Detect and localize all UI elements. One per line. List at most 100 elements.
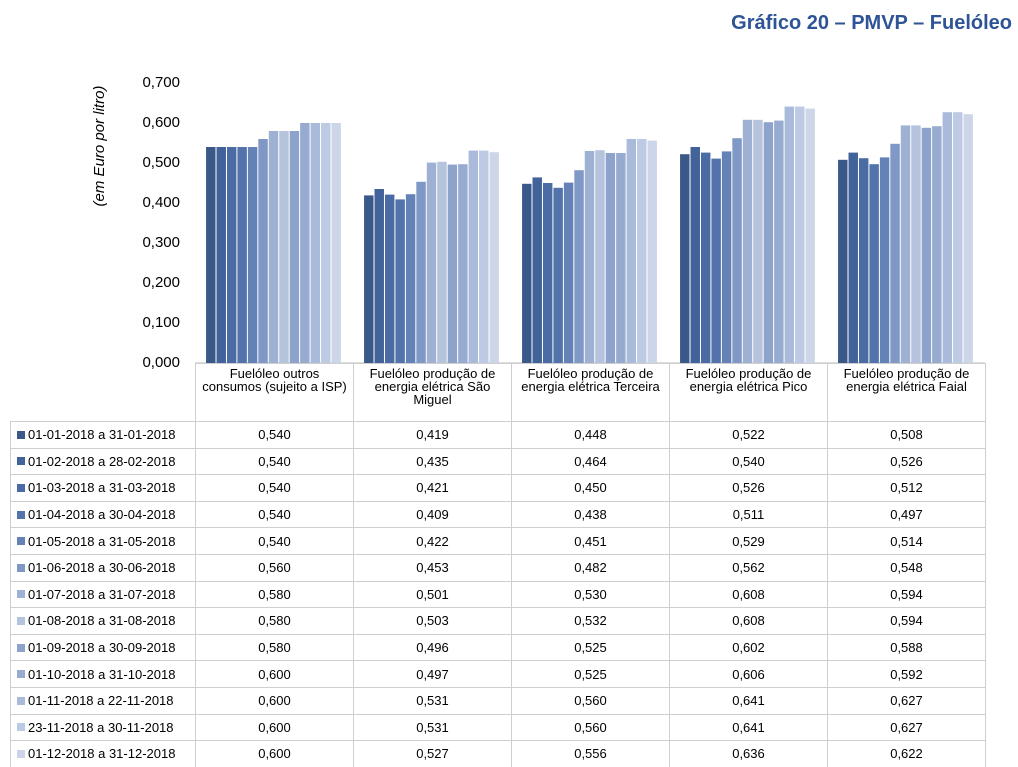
table-cell: 0,540 [669,447,828,476]
bar [364,195,374,363]
bar [879,157,890,363]
bar [942,112,953,363]
bar [869,164,879,363]
legend-swatch [17,696,25,705]
table-cell: 0,556 [511,740,670,767]
table-cell: 0,580 [195,580,354,609]
table-cell: 0,560 [511,713,670,742]
legend-entry: 01-05-2018 a 31-05-2018 [10,527,196,555]
table-cell: 0,540 [195,500,354,529]
legend-swatch [17,749,25,758]
table-cell: 0,508 [827,421,986,449]
table-cell: 0,627 [827,713,986,742]
table-cell: 0,451 [511,527,670,555]
table-cell: 0,588 [827,633,986,662]
table-header: Fuelóleo produção de energia elétrica Te… [511,363,670,422]
legend-entry: 01-09-2018 a 30-09-2018 [10,633,196,662]
legend-swatch [17,430,25,439]
table-cell: 0,608 [669,607,828,635]
table-header: Fuelóleo produção de energia elétrica Fa… [827,363,986,422]
legend-entry: 01-06-2018 a 30-06-2018 [10,554,196,582]
table-cell: 0,512 [827,474,986,502]
bar [258,139,268,363]
legend-label: 01-06-2018 a 30-06-2018 [28,560,176,576]
table-cell: 0,419 [353,421,512,449]
table-cell: 0,540 [195,527,354,555]
legend-label: 01-03-2018 a 31-03-2018 [28,480,176,496]
bar [932,126,942,363]
bar [289,131,300,363]
legend-swatch [17,510,25,519]
bar [848,152,858,363]
table-cell: 0,622 [827,740,986,767]
bar [680,154,690,363]
bar [574,170,584,363]
table-cell: 0,514 [827,527,986,555]
legend-entry: 01-07-2018 a 31-07-2018 [10,580,196,609]
bar [489,152,499,363]
bar [237,147,247,363]
table-cell: 0,503 [353,607,512,635]
bar [805,108,815,363]
bar [584,151,595,363]
legend-swatch [17,537,25,546]
table-cell: 0,526 [827,447,986,476]
table-cell: 0,540 [195,447,354,476]
bar [900,125,911,364]
bar [774,120,784,363]
bar [279,131,289,363]
table-cell: 0,594 [827,580,986,609]
table-cell: 0,497 [353,660,512,688]
table-cell: 0,531 [353,713,512,742]
y-tick-label: 0,500 [142,154,180,171]
bar [953,112,963,363]
legend-swatch [17,616,25,625]
table-cell: 0,580 [195,607,354,635]
legend-label: 01-01-2018 a 31-01-2018 [28,427,176,443]
bar [458,164,468,363]
y-tick-label: 0,200 [142,274,180,291]
legend-swatch [17,670,25,679]
legend-label: 23-11-2018 a 30-11-2018 [28,719,174,735]
y-tick-label: 0,700 [142,74,180,91]
legend-swatch [17,563,25,572]
bar [426,162,437,363]
table-cell: 0,600 [195,687,354,715]
legend-swatch [17,643,25,652]
table-cell: 0,627 [827,687,986,715]
bar [479,150,489,363]
bar [890,143,900,363]
table-cell: 0,409 [353,500,512,529]
legend-swatch [17,457,25,466]
bar [690,147,700,363]
bar [553,187,563,363]
bar [911,125,921,364]
legend-label: 01-02-2018 a 28-02-2018 [28,453,176,469]
table-cell: 0,530 [511,580,670,609]
table-cell: 0,562 [669,554,828,582]
bar [226,147,237,363]
bar [532,177,542,363]
bar [742,119,753,363]
table-cell: 0,641 [669,713,828,742]
legend-label: 01-11-2018 a 22-11-2018 [28,693,174,709]
table-cell: 0,501 [353,580,512,609]
legend-label: 01-04-2018 a 30-04-2018 [28,507,176,523]
bar [711,158,721,363]
bar [310,123,321,363]
table-cell: 0,527 [353,740,512,767]
legend-entry: 01-04-2018 a 30-04-2018 [10,500,196,529]
legend-swatch [17,483,25,492]
bar [468,150,479,363]
legend-entry: 01-03-2018 a 31-03-2018 [10,474,196,502]
table-cell: 0,606 [669,660,828,688]
y-tick-label: 0,000 [142,354,180,371]
bar [795,106,805,363]
bar [374,189,384,363]
bar [268,131,279,363]
bar [216,147,226,363]
bar [405,194,416,363]
legend-label: 01-08-2018 a 31-08-2018 [28,613,176,629]
bar [637,139,647,363]
table-cell: 0,531 [353,687,512,715]
